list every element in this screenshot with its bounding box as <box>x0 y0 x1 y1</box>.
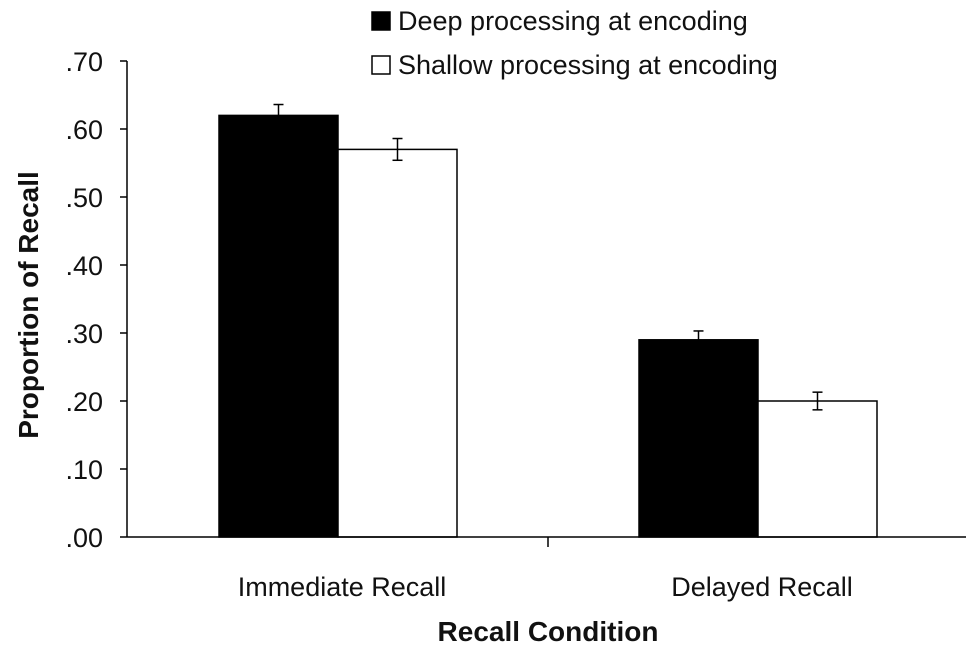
y-tick-label: .70 <box>65 47 103 77</box>
axes <box>126 61 966 538</box>
legend-item: Deep processing at encoding <box>371 6 748 36</box>
bar-shallow-immediate <box>337 148 458 538</box>
legend-label: Shallow processing at encoding <box>398 50 778 80</box>
y-ticks: .00 .10 .20 .30 .40 .50 .60 .70 <box>65 47 127 553</box>
y-axis-title: Proportion of Recall <box>13 171 44 439</box>
error-bar <box>392 137 403 162</box>
legend: Deep processing at encoding Shallow proce… <box>371 6 778 80</box>
x-category-label: Delayed Recall <box>671 572 853 602</box>
legend-label: Deep processing at encoding <box>398 6 748 36</box>
bars-layer <box>218 114 878 538</box>
x-categories: Immediate Recall Delayed Recall <box>238 537 853 602</box>
y-tick-label: .60 <box>65 115 103 145</box>
bar-shallow-delayed <box>757 400 878 538</box>
error-bars-layer <box>273 103 823 411</box>
y-tick-label: .30 <box>65 319 103 349</box>
error-bar <box>273 103 284 116</box>
legend-swatch <box>371 55 391 75</box>
bar-deep-delayed <box>638 339 759 538</box>
error-bar <box>693 330 704 340</box>
y-tick-label: .10 <box>65 455 103 485</box>
y-tick-label: .50 <box>65 183 103 213</box>
legend-item: Shallow processing at encoding <box>371 50 778 80</box>
error-bar <box>812 391 823 411</box>
bar-deep-immediate <box>218 114 339 538</box>
y-tick-label: .40 <box>65 251 103 281</box>
x-axis-title: Recall Condition <box>438 616 659 647</box>
y-tick-label: .20 <box>65 387 103 417</box>
legend-swatch <box>371 11 391 31</box>
y-tick-label: .00 <box>65 523 103 553</box>
x-category-label: Immediate Recall <box>238 572 447 602</box>
